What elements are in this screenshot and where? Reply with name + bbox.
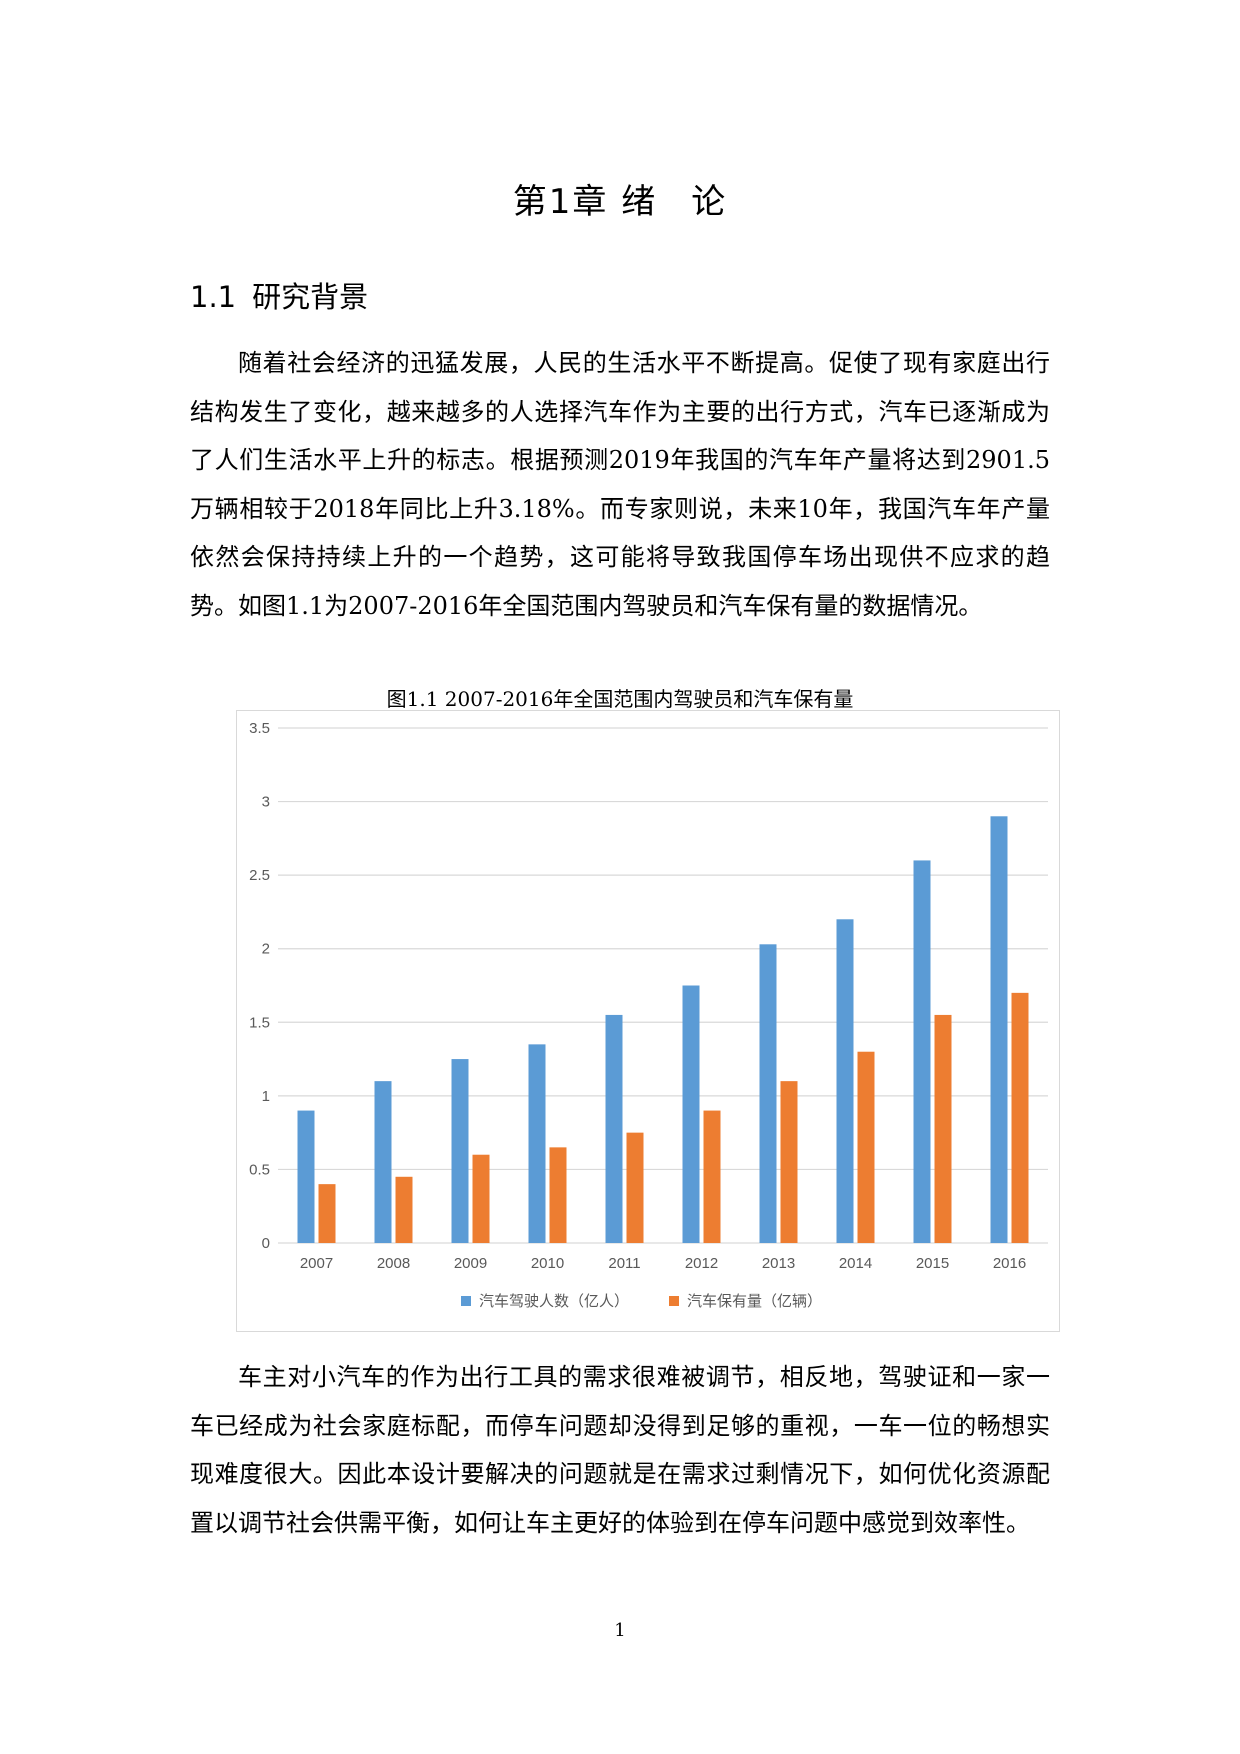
legend-label-1: 汽车驾驶人数（亿人）: [479, 1293, 629, 1310]
legend-label-2: 汽车保有量（亿辆）: [687, 1293, 822, 1310]
bar-series-2: [626, 1132, 644, 1243]
chapter-title-part1: 绪: [621, 182, 658, 222]
bar-series-2: [1011, 992, 1029, 1243]
bar-series-2: [395, 1176, 413, 1243]
bar-series-1: [759, 944, 777, 1243]
bar-chart: 0 0.5 1 1.5 2 2.5 3 3.5 2007 2008 2009 2010 2011 2012…: [249, 720, 1048, 1310]
x-tick-label: 2011: [608, 1255, 640, 1272]
legend-swatch-1: [461, 1296, 471, 1306]
bar-series-1: [605, 1014, 623, 1243]
y-tick-label: 2.5: [249, 867, 270, 884]
bar-series-1: [913, 860, 931, 1243]
x-tick-label: 2009: [454, 1255, 487, 1272]
chart-frame: [236, 710, 1060, 1332]
y-tick-label: 3.5: [249, 720, 270, 737]
section-number: 1.1: [190, 280, 237, 314]
section-title: 研究背景: [252, 280, 369, 314]
x-tick-label: 2012: [685, 1255, 718, 1272]
bar-series-1: [836, 919, 854, 1243]
bar-series-2: [780, 1081, 798, 1243]
x-tick-label: 2010: [531, 1255, 564, 1272]
bar-series-1: [990, 816, 1008, 1243]
legend-swatch-2: [669, 1296, 679, 1306]
x-tick-label: 2007: [300, 1255, 333, 1272]
y-tick-label: 2: [262, 941, 270, 958]
bar-series-2: [318, 1184, 336, 1243]
y-tick-label: 0.5: [249, 1161, 270, 1178]
bar-series-2: [549, 1147, 567, 1243]
bar-series-1: [374, 1081, 392, 1243]
body-paragraph: 随着社会经济的迅猛发展，人民的生活水平不断提高。促使了现有家庭出行结构发生了变化…: [190, 349, 1050, 620]
x-tick-label: 2014: [839, 1255, 872, 1272]
x-tick-label: 2016: [993, 1255, 1026, 1272]
body-paragraph: 车主对小汽车的作为出行工具的需求很难被调节，相反地，驾驶证和一家一车已经成为社会…: [190, 1363, 1050, 1537]
bar-series-1: [451, 1059, 469, 1243]
y-tick-label: 0: [262, 1235, 270, 1252]
bar-series-1: [528, 1044, 546, 1243]
chapter-title-part2: 论: [691, 182, 728, 222]
bar-series-1: [297, 1110, 315, 1243]
section-heading: 1.1 研究背景: [190, 274, 368, 316]
bar-series-2: [934, 1014, 952, 1243]
y-tick-label: 3: [262, 794, 270, 811]
x-tick-label: 2008: [377, 1255, 410, 1272]
y-tick-label: 1: [262, 1088, 270, 1105]
figure-caption: 图1.1 2007-2016年全国范围内驾驶员和汽车保有量: [386, 687, 854, 711]
bar-series-2: [703, 1110, 721, 1243]
bar-series-2: [472, 1154, 490, 1243]
y-tick-label: 1.5: [249, 1014, 270, 1031]
chapter-title: 第1章 绪论: [0, 174, 1240, 223]
bar-series-2: [857, 1051, 875, 1243]
page-number: 1: [614, 1620, 626, 1641]
bar-series-1: [682, 985, 700, 1243]
x-tick-label: 2015: [916, 1255, 949, 1272]
chapter-number: 第1章: [512, 182, 609, 222]
x-tick-label: 2013: [762, 1255, 795, 1272]
